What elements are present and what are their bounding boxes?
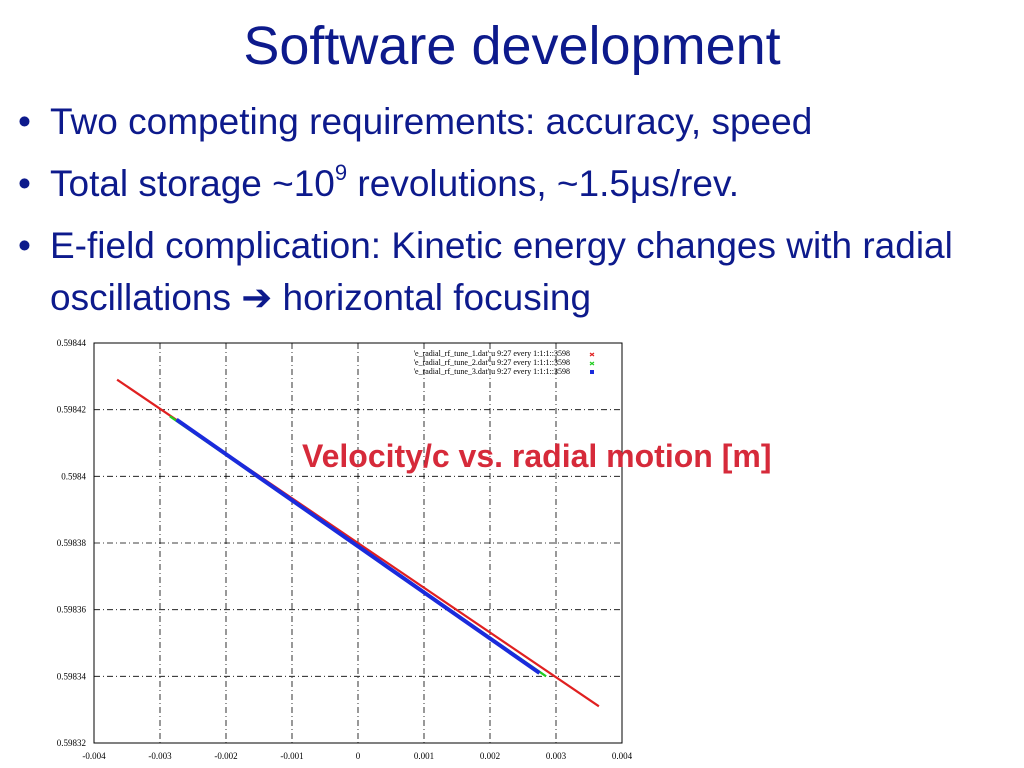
velocity-radial-chart: -0.004 -0.003 -0.002 -0.001 0 0.001 0.002 0.003… bbox=[57, 338, 633, 761]
bullet-dot: • bbox=[18, 225, 31, 266]
bullet-text: E-field complication: Kinetic energy cha… bbox=[50, 225, 953, 318]
legend-entry: 'e_radial_rf_tune_3.dat' u 9:27 every 1:… bbox=[414, 367, 570, 376]
legend-entry: 'e_radial_rf_tune_1.dat' u 9:27 every 1:… bbox=[414, 349, 570, 358]
bullet-item: • E-field complication: Kinetic energy c… bbox=[18, 220, 1008, 324]
x-tick-label: 0.001 bbox=[414, 751, 434, 761]
x-tick-label: -0.004 bbox=[82, 751, 106, 761]
x-tick-label: -0.002 bbox=[214, 751, 237, 761]
x-tick-label: -0.001 bbox=[280, 751, 303, 761]
x-tick-label: 0.002 bbox=[480, 751, 500, 761]
y-tick-label: 0.59836 bbox=[57, 605, 87, 615]
bullet-dot: • bbox=[18, 163, 31, 204]
bullet-item: • Total storage ~109 revolutions, ~1.5μs… bbox=[18, 158, 1008, 210]
y-tick-label: 0.5984 bbox=[61, 471, 86, 481]
y-tick-label: 0.59844 bbox=[57, 338, 87, 348]
legend-entry: 'e_radial_rf_tune_2.dat' u 9:27 every 1:… bbox=[414, 358, 570, 367]
y-tick-label: 0.59832 bbox=[57, 738, 86, 748]
bullet-text: Total storage ~109 revolutions, ~1.5μs/r… bbox=[50, 160, 739, 204]
bullet-text: Two competing requirements: accuracy, sp… bbox=[50, 101, 813, 142]
x-tick-label: 0.004 bbox=[612, 751, 633, 761]
bullet-dot: • bbox=[18, 101, 31, 142]
x-tick-label: 0.003 bbox=[546, 751, 567, 761]
legend-marker bbox=[589, 352, 595, 357]
x-tick-label: -0.003 bbox=[148, 751, 172, 761]
series-line bbox=[175, 418, 541, 675]
chart-annotation: Velocity/c vs. radial motion [m] bbox=[302, 438, 772, 474]
legend-marker bbox=[589, 361, 595, 366]
slide-title: Software development bbox=[243, 16, 781, 76]
legend-marker bbox=[590, 370, 594, 374]
bullet-item: • Two competing requirements: accuracy, … bbox=[18, 96, 1008, 148]
y-tick-label: 0.59834 bbox=[57, 671, 87, 681]
x-tick-label: 0 bbox=[356, 751, 361, 761]
y-tick-label: 0.59838 bbox=[57, 538, 87, 548]
y-tick-label: 0.59842 bbox=[57, 405, 86, 415]
bullet-list: • Two competing requirements: accuracy, … bbox=[18, 96, 1008, 334]
exponent: 9 bbox=[334, 160, 348, 185]
arrow-right-icon: ➔ bbox=[241, 277, 273, 318]
